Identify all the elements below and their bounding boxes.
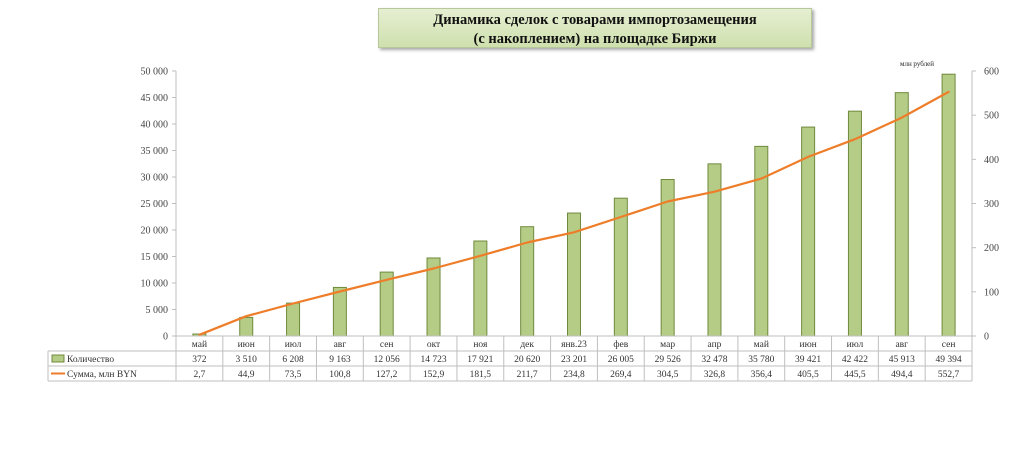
x-axis-tick-label: май [754, 339, 769, 350]
data-label-count: 39 421 [795, 355, 821, 365]
data-label-sum: 44,9 [238, 370, 255, 380]
right-axis-unit-label: млн рублей [900, 60, 934, 68]
left-axis-tick-label: 10 000 [141, 279, 169, 290]
data-label-count: 3 510 [236, 355, 258, 365]
x-axis-tick-label: авг [895, 340, 908, 350]
x-axis-tick-label: июл [285, 340, 302, 350]
data-label-count: 12 056 [374, 355, 400, 365]
data-label-count: 23 201 [561, 355, 587, 365]
x-axis-tick-label: июн [799, 340, 816, 350]
data-label-count: 17 921 [467, 355, 493, 365]
data-label-count: 49 394 [936, 355, 962, 365]
data-label-sum: 73,5 [285, 370, 302, 380]
data-label-sum: 494,4 [891, 370, 913, 380]
data-label-count: 35 780 [748, 355, 774, 365]
left-axis-tick-label: 40 000 [141, 120, 169, 131]
data-label-count: 45 913 [889, 355, 915, 365]
data-label-sum: 100,8 [329, 370, 351, 380]
right-axis-tick-label: 600 [984, 67, 999, 78]
data-label-count: 372 [192, 355, 207, 365]
data-label-sum: 304,5 [657, 370, 679, 380]
data-label-sum: 405,5 [797, 370, 819, 380]
bar [847, 110, 862, 337]
x-axis-tick-label: апр [708, 340, 722, 350]
chart-title-line-1: Динамика сделок с товарами импортозамеще… [433, 12, 757, 28]
x-axis-tick-label: сен [380, 340, 394, 350]
left-axis-tick-label: 15 000 [141, 252, 169, 263]
left-axis-tick-label: 35 000 [141, 146, 169, 157]
left-axis-tick-label: 50 000 [141, 67, 169, 78]
right-axis-tick-label: 200 [984, 243, 999, 254]
left-axis-tick-label: 0 [163, 332, 168, 343]
data-label-sum: 234,8 [563, 370, 585, 380]
x-axis-tick-label: авг [334, 340, 347, 350]
data-label-sum: 326,8 [704, 370, 726, 380]
left-axis-tick-label: 20 000 [141, 226, 169, 237]
bar [941, 73, 956, 337]
sum-line [198, 90, 950, 336]
chart-title-line-2: (с накоплением) на площадке Биржи [473, 31, 717, 47]
x-axis-tick-label: сен [942, 340, 956, 350]
data-table: май июн июл авг сен окт ноя дек янв.23 фев мар апр м… [47, 335, 973, 382]
left-axis-tick-label: 5 000 [146, 305, 169, 316]
data-label-sum: 127,2 [376, 370, 398, 380]
right-axis-tick-label: 300 [984, 199, 999, 210]
right-axis-tick-label: 100 [984, 287, 999, 298]
x-axis-tick-label: янв.23 [561, 340, 587, 350]
x-axis-tick-label: мар [660, 340, 675, 350]
x-axis-tick-label: июл [847, 340, 864, 350]
bar [332, 286, 347, 337]
bar [286, 302, 301, 337]
legend-key-bar [51, 354, 65, 363]
data-label-count: 20 620 [514, 355, 540, 365]
x-axis-tick-label: май [192, 339, 207, 350]
left-axis-tick-label: 30 000 [141, 173, 169, 184]
chart-title: Динамика сделок с товарами импортозамеще… [378, 8, 812, 48]
bar [754, 145, 769, 337]
data-label-count: 42 422 [842, 355, 868, 365]
data-label-sum: 2,7 [193, 370, 205, 380]
right-axis: 0 100 200 300 400 500 600 [971, 67, 999, 343]
x-axis-tick-label: ноя [473, 340, 488, 350]
line-series [198, 90, 950, 336]
data-label-count: 9 163 [329, 355, 351, 365]
left-axis-tick-label: 45 000 [141, 93, 169, 104]
right-axis-tick-label: 500 [984, 111, 999, 122]
bar [239, 316, 254, 337]
data-label-sum: 152,9 [423, 370, 445, 380]
data-label-sum: 552,7 [938, 370, 960, 380]
data-label-sum: 445,5 [844, 370, 866, 380]
data-label-count: 6 208 [282, 355, 304, 365]
x-axis-tick-label: дек [520, 340, 534, 350]
legend-label-line: Сумма, млн BYN [67, 370, 137, 380]
right-axis-tick-label: 0 [984, 332, 989, 343]
x-axis-tick-label: окт [427, 340, 441, 350]
data-label-count: 14 723 [420, 355, 446, 365]
data-label-count: 26 005 [608, 355, 634, 365]
legend-label-bar: Количество [67, 355, 114, 365]
data-label-count: 29 526 [655, 355, 681, 365]
x-axis-tick-label: июн [238, 340, 255, 350]
data-label-count: 32 478 [701, 355, 727, 365]
bar-series [192, 73, 956, 337]
left-axis-tick-label: 25 000 [141, 199, 169, 210]
data-label-sum: 211,7 [517, 370, 538, 380]
data-label-sum: 269,4 [610, 370, 632, 380]
right-axis-tick-label: 400 [984, 155, 999, 166]
left-axis: 0 5 000 10 000 15 000 20 000 25 000 30 000 35 0… [141, 67, 177, 343]
data-label-sum: 356,4 [751, 370, 773, 380]
x-axis-tick-label: фев [613, 339, 628, 350]
bar [894, 92, 909, 337]
data-label-sum: 181,5 [470, 370, 492, 380]
